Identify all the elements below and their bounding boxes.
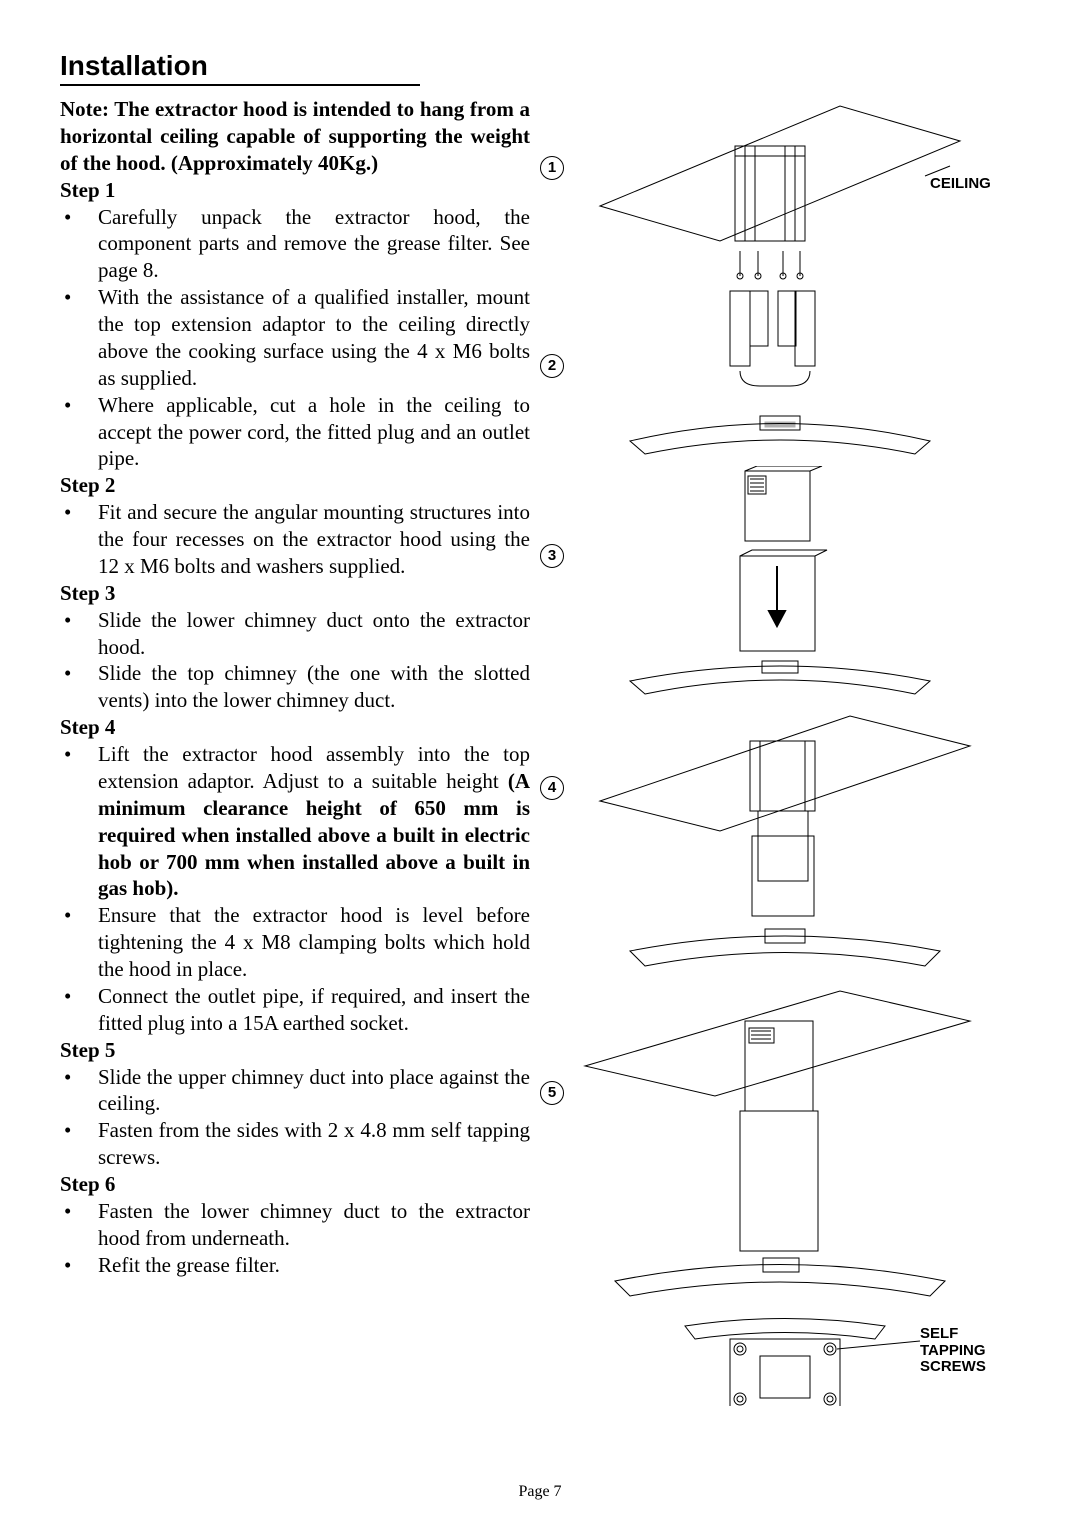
step-circle-4: 4 [540, 776, 564, 800]
diagram-column: 1 2 3 4 5 CEILING SELF TAPPING SCREWS [540, 96, 1040, 1279]
list-item: •Lift the extractor hood assembly into t… [60, 741, 530, 902]
diagram-4 [570, 711, 990, 981]
step5-label: Step 5 [60, 1037, 530, 1064]
text-column: Note: The extractor hood is intended to … [60, 96, 530, 1279]
diagram-5 [565, 986, 995, 1406]
step4-list: •Lift the extractor hood assembly into t… [60, 741, 530, 1037]
content-row: Note: The extractor hood is intended to … [60, 96, 1040, 1279]
step3-label: Step 3 [60, 580, 530, 607]
list-item: •Carefully unpack the extractor hood, th… [60, 204, 530, 285]
step6-list: •Fasten the lower chimney duct to the ex… [60, 1198, 530, 1279]
step1-list: •Carefully unpack the extractor hood, th… [60, 204, 530, 473]
list-item: •Slide the top chimney (the one with the… [60, 660, 530, 714]
step1-label: Step 1 [60, 177, 530, 204]
step-circle-5: 5 [540, 1081, 564, 1105]
list-item: •Fit and secure the angular mounting str… [60, 499, 530, 580]
step5-list: •Slide the upper chimney duct into place… [60, 1064, 530, 1172]
list-item: •With the assistance of a qualified inst… [60, 284, 530, 392]
step6-label: Step 6 [60, 1171, 530, 1198]
page-number: Page 7 [0, 1483, 1080, 1501]
list-item: •Refit the grease filter. [60, 1252, 530, 1279]
step3-list: •Slide the lower chimney duct onto the e… [60, 607, 530, 715]
diagram-1 [580, 96, 980, 281]
step4-label: Step 4 [60, 714, 530, 741]
step2-label: Step 2 [60, 472, 530, 499]
step2-list: •Fit and secure the angular mounting str… [60, 499, 530, 580]
list-item: •Connect the outlet pipe, if required, a… [60, 983, 530, 1037]
list-item: •Where applicable, cut a hole in the cei… [60, 392, 530, 473]
diagram-3 [590, 466, 970, 706]
list-item: •Slide the lower chimney duct onto the e… [60, 607, 530, 661]
step-circle-3: 3 [540, 544, 564, 568]
section-heading: Installation [60, 50, 420, 86]
diagram-2 [590, 286, 970, 461]
list-item: •Fasten from the sides with 2 x 4.8 mm s… [60, 1117, 530, 1171]
note-text: Note: The extractor hood is intended to … [60, 96, 530, 177]
list-item: •Fasten the lower chimney duct to the ex… [60, 1198, 530, 1252]
step-circle-1: 1 [540, 156, 564, 180]
list-item: •Slide the upper chimney duct into place… [60, 1064, 530, 1118]
step-circle-2: 2 [540, 354, 564, 378]
list-item: •Ensure that the extractor hood is level… [60, 902, 530, 983]
